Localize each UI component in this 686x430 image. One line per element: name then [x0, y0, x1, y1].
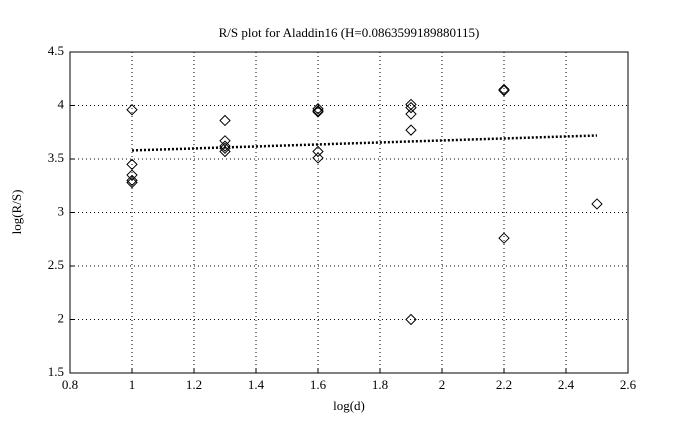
y-tick-label: 2 — [58, 310, 65, 325]
x-tick-label: 1 — [129, 377, 136, 392]
y-tick-label: 4.5 — [48, 43, 64, 58]
y-tick-label: 3.5 — [48, 150, 64, 165]
x-tick-label: 2 — [439, 377, 446, 392]
plot-frame — [69, 51, 629, 374]
fit-line — [131, 134, 598, 152]
x-tick-label: 2.2 — [496, 377, 512, 392]
y-tick-label: 3 — [58, 203, 65, 218]
chart-title: R/S plot for Aladdin16 (H=0.086359918988… — [219, 25, 480, 40]
data-point — [126, 176, 138, 189]
data-point — [219, 145, 231, 158]
x-tick-label: 1.8 — [372, 377, 388, 392]
x-axis-label: log(d) — [333, 398, 365, 413]
data-point — [405, 108, 417, 120]
data-point — [405, 101, 417, 114]
data-point — [126, 169, 138, 181]
y-tick-label: 1.5 — [48, 364, 64, 379]
x-tick-label: 2.6 — [620, 377, 637, 392]
data-point — [126, 174, 138, 187]
data-point — [405, 124, 417, 136]
data-point — [312, 106, 324, 118]
data-point — [312, 152, 324, 164]
data-point — [312, 145, 324, 158]
x-tick-label: 2.4 — [558, 377, 575, 392]
data-point — [498, 232, 510, 244]
data-point — [498, 84, 510, 97]
data-point — [219, 140, 231, 152]
data-point — [219, 114, 231, 127]
data-point — [312, 103, 324, 115]
data-point — [312, 105, 324, 117]
x-tick-label: 1.6 — [310, 377, 327, 392]
data-point — [591, 198, 603, 210]
y-axis-label: log(R/S) — [9, 190, 24, 235]
y-tick-label: 4 — [58, 96, 65, 111]
data-point — [405, 313, 417, 326]
data-point — [498, 83, 510, 96]
x-tick-label: 1.2 — [186, 377, 202, 392]
data-point — [126, 104, 138, 116]
x-tick-label: 1.4 — [248, 377, 265, 392]
x-tick-label: 0.8 — [62, 377, 78, 392]
y-tick-label: 2.5 — [48, 257, 64, 272]
